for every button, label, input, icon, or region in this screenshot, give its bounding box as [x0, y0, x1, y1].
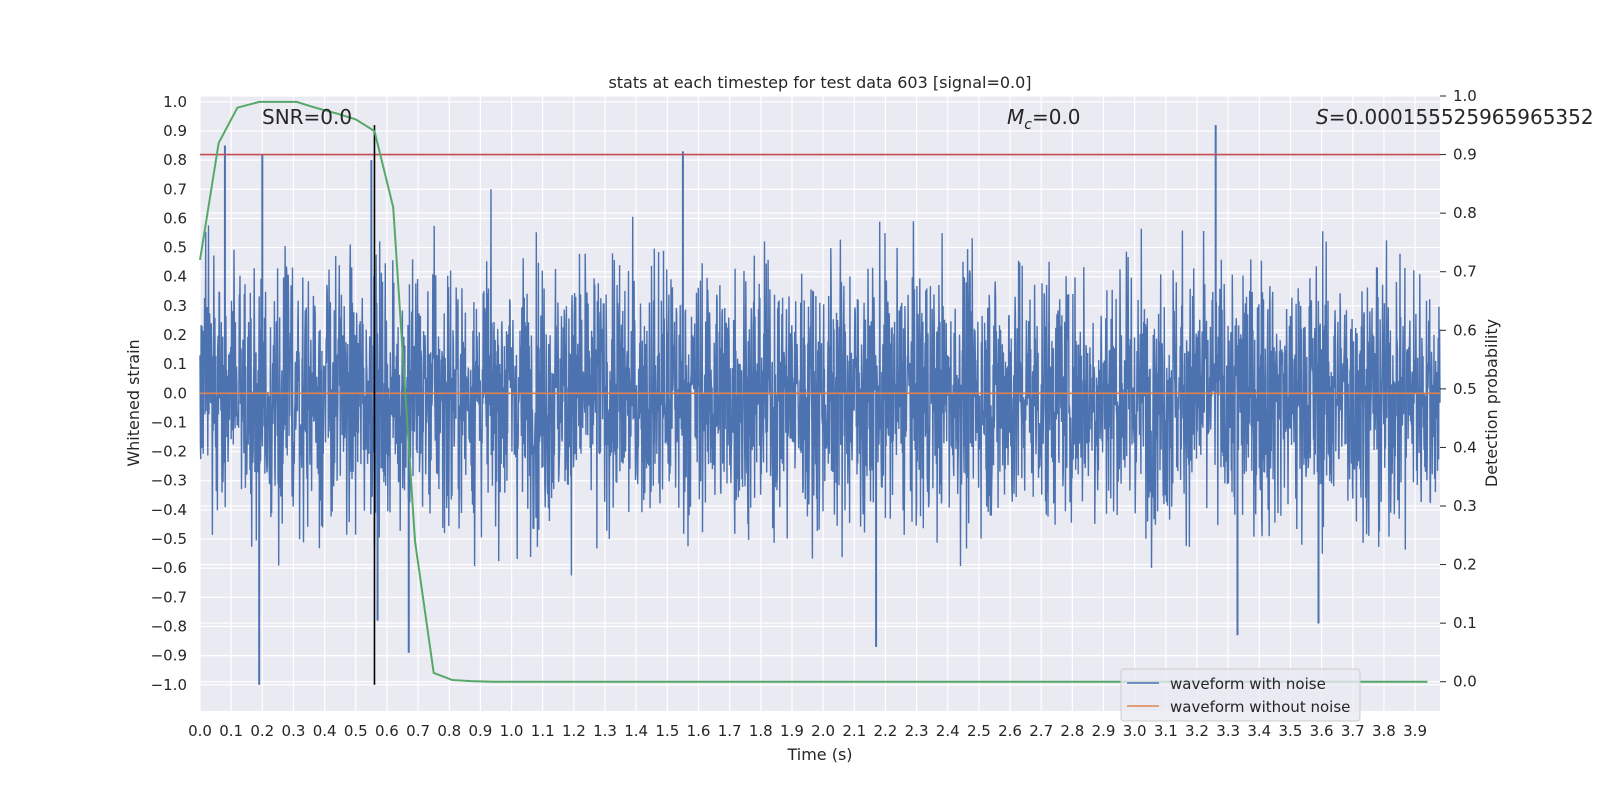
- x-tick-label: 3.7: [1341, 722, 1365, 740]
- x-tick-label: 3.3: [1216, 722, 1240, 740]
- y-axis-label: Whitened strain: [124, 339, 143, 466]
- y-tick-label: −1.0: [151, 676, 187, 694]
- x-tick-label: 1.2: [562, 722, 586, 740]
- y-tick-label: 0.6: [163, 209, 187, 227]
- x-tick-label: 1.0: [500, 722, 524, 740]
- y2-axis-label: Detection probability: [1482, 319, 1501, 487]
- y2-tick-label: 0.5: [1453, 380, 1477, 398]
- y-tick-label: 0.1: [163, 355, 187, 373]
- y2-tick-label: 0.7: [1453, 263, 1477, 281]
- x-tick-label: 0.3: [282, 722, 306, 740]
- annotation-s-value: =0.00015552596596535​2: [1329, 105, 1594, 129]
- x-tick-label: 2.1: [842, 722, 866, 740]
- x-tick-label: 1.4: [624, 722, 648, 740]
- y-tick-label: −0.7: [151, 588, 187, 606]
- x-tick-label: 0.2: [250, 722, 274, 740]
- annotation-mc: Mc=0.0: [1007, 105, 1081, 133]
- x-tick-label: 0.6: [375, 722, 399, 740]
- annotation-s-symbol: S: [1316, 105, 1329, 129]
- series-lines: [199, 100, 1440, 685]
- legend-box: [1120, 668, 1361, 722]
- x-tick-label: 1.8: [749, 722, 773, 740]
- x-axis-label: Time (s): [786, 745, 852, 764]
- y-tick-label: −0.1: [151, 413, 187, 431]
- legend: waveform with noise waveform without noi…: [1120, 668, 1361, 722]
- annotation-mc-symbol: M: [1007, 105, 1024, 129]
- x-tick-label: 0.5: [344, 722, 368, 740]
- x-tick-label: 1.5: [655, 722, 679, 740]
- x-tick-label: 0.0: [188, 722, 212, 740]
- x-tick-label: 1.9: [780, 722, 804, 740]
- y-tick-label: 0.3: [163, 297, 187, 315]
- x-tick-label: 1.7: [718, 722, 742, 740]
- x-tick-label: 2.0: [811, 722, 835, 740]
- y2-tick-label: 0.1: [1453, 614, 1477, 632]
- x-tick-label: 1.1: [531, 722, 555, 740]
- legend-label-without-noise: waveform without noise: [1170, 698, 1350, 716]
- x-tick-label: 2.2: [873, 722, 897, 740]
- annotation-mc-value: =0.0: [1032, 105, 1081, 129]
- x-tick-label: 2.6: [998, 722, 1022, 740]
- y2-tick-label: 0.4: [1453, 438, 1477, 456]
- x-tick-label: 2.8: [1060, 722, 1084, 740]
- x-tick-label: 2.4: [936, 722, 960, 740]
- x-tick-label: 3.2: [1185, 722, 1209, 740]
- x-tick-label: 0.4: [313, 722, 337, 740]
- y-tick-label: 0.8: [163, 151, 187, 169]
- x-tick-label: 2.7: [1029, 722, 1053, 740]
- y2-tick-label: 0.3: [1453, 497, 1477, 515]
- x-tick-label: 2.3: [905, 722, 929, 740]
- x-tick-label: 0.9: [468, 722, 492, 740]
- y-tick-label: 0.4: [163, 268, 187, 286]
- y-tick-label: −0.3: [151, 472, 187, 490]
- y-tick-label: 1.0: [163, 93, 187, 111]
- annotation-snr: SNR=0.0: [262, 105, 352, 129]
- y-tick-label: 0.5: [163, 239, 187, 257]
- annotation-s: S=0.00015552596596535​2: [1316, 105, 1594, 129]
- x-tick-label: 1.6: [687, 722, 711, 740]
- y-tick-label: 0.7: [163, 180, 187, 198]
- y-tick-label: −0.9: [151, 647, 187, 665]
- y-tick-label: −0.2: [151, 443, 187, 461]
- y2-tick-label: 1.0: [1453, 87, 1477, 105]
- legend-label-with-noise: waveform with noise: [1170, 675, 1326, 693]
- chart-title: stats at each timestep for test data 603…: [608, 73, 1031, 92]
- x-tick-label: 0.7: [406, 722, 430, 740]
- y2-tick-label: 0.6: [1453, 321, 1477, 339]
- y-tick-label: −0.6: [151, 559, 187, 577]
- y2-tick-label: 0.2: [1453, 556, 1477, 574]
- y-tick-label: 0.0: [163, 384, 187, 402]
- x-tick-label: 3.1: [1154, 722, 1178, 740]
- x-tick-label: 3.6: [1310, 722, 1334, 740]
- y-tick-label: 0.9: [163, 122, 187, 140]
- y-axis-ticks: 1.0 0.9 0.8 0.7 0.6 0.5 0.4 0.3 0.2 0.1 0.0 −0.1 −0.…: [151, 93, 187, 694]
- x-axis-ticks: 0.0 0.1 0.2 0.3 0.4 0.5 0.6 0.7 0.8 0.9 1.0 1.1 1.2 1…: [188, 722, 1427, 740]
- x-tick-label: 3.8: [1372, 722, 1396, 740]
- y-tick-label: −0.4: [151, 501, 187, 519]
- x-tick-label: 3.9: [1403, 722, 1427, 740]
- y-tick-label: 0.2: [163, 326, 187, 344]
- x-tick-label: 3.0: [1123, 722, 1147, 740]
- y2-tick-label: 0.0: [1453, 673, 1477, 691]
- x-tick-label: 0.8: [437, 722, 461, 740]
- y2-tick-label: 0.8: [1453, 204, 1477, 222]
- x-tick-label: 2.5: [967, 722, 991, 740]
- y-tick-label: −0.5: [151, 530, 187, 548]
- y2-axis-ticks: 1.0 0.9 0.8 0.7 0.6 0.5 0.4 0.3 0.2 0.1 0.0: [1440, 87, 1477, 691]
- y2-tick-label: 0.9: [1453, 146, 1477, 164]
- series-detection-probability: [199, 100, 1428, 683]
- x-tick-label: 3.4: [1247, 722, 1271, 740]
- x-tick-label: 0.1: [219, 722, 243, 740]
- x-tick-label: 2.9: [1092, 722, 1116, 740]
- y-tick-label: −0.8: [151, 617, 187, 635]
- annotation-mc-subscript: c: [1024, 117, 1032, 133]
- x-tick-label: 1.3: [593, 722, 617, 740]
- x-tick-label: 3.5: [1279, 722, 1303, 740]
